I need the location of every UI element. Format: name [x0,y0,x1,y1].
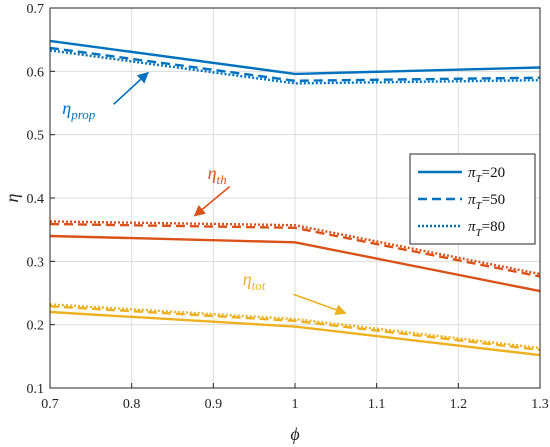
x-axis-label: ϕ [290,424,299,444]
axis-ticks: 0.7 0.8 0.9 1 1.1 1.2 1.3 0.1 0.2 0.3 0.4 0.5 0.6 0.7 [27,2,549,412]
x-tick-label: 0.9 [205,397,223,412]
x-tick-label: 1 [292,397,299,412]
legend-label: πT=80 [468,219,505,239]
series-line-th-solid [49,234,541,293]
legend-box [409,153,536,245]
y-tick-label: 0.6 [27,65,45,80]
series-lines [49,39,541,357]
annotation-subscript: tot [252,278,266,293]
annotation-arrow-th [193,185,231,217]
annotation-subscript: prop [70,107,96,122]
series-line-tot-solid [49,310,541,357]
y-tick-label: 0.2 [27,319,45,334]
series-line-th-dotted [49,220,541,276]
annotation-base: η [208,163,217,183]
y-tick-label: 0.1 [27,382,45,397]
series-line-tot-dotted [49,303,541,350]
y-tick-label: 0.4 [27,192,45,207]
annotation-arrow-tot [293,293,347,316]
series-line-prop-dashed [49,46,541,83]
annotation-label-prop: ηprop [62,98,96,122]
legend-label-sub: T [476,173,483,185]
legend-label: πT=50 [468,192,505,212]
annotation-arrow-prop [113,71,149,105]
annotation-base: η [243,269,252,289]
legend-label-base: π [468,192,476,208]
y-tick-label: 0.3 [27,255,45,270]
legend-label-value: =20 [482,165,505,181]
x-tick-label: 1.3 [531,397,549,412]
legend-label-sub: T [476,200,483,212]
legend-label-base: π [468,165,476,181]
annotation-label-tot: ηtot [243,269,266,293]
series-line-tot-dashed [49,305,541,352]
annotation-subscript: th [217,172,227,187]
legend-label-base: π [468,219,476,235]
x-tick-label: 0.8 [123,397,141,412]
y-tick-label: 0.7 [27,2,45,17]
y-axis-label: η [2,193,22,202]
x-tick-label: 0.7 [41,397,59,412]
annotation-base: η [62,98,71,118]
legend-label: πT=20 [468,165,505,185]
series-line-th-dashed [49,222,541,278]
legend-label-value: =80 [482,219,505,235]
x-tick-label: 1.1 [368,397,386,412]
x-tick-label: 1.2 [450,397,468,412]
series-line-prop-solid [49,39,541,76]
y-tick-label: 0.5 [27,129,45,144]
annotation-label-th: ηth [208,163,227,187]
legend-label-sub: T [476,227,483,239]
legend-label-value: =50 [482,192,505,208]
